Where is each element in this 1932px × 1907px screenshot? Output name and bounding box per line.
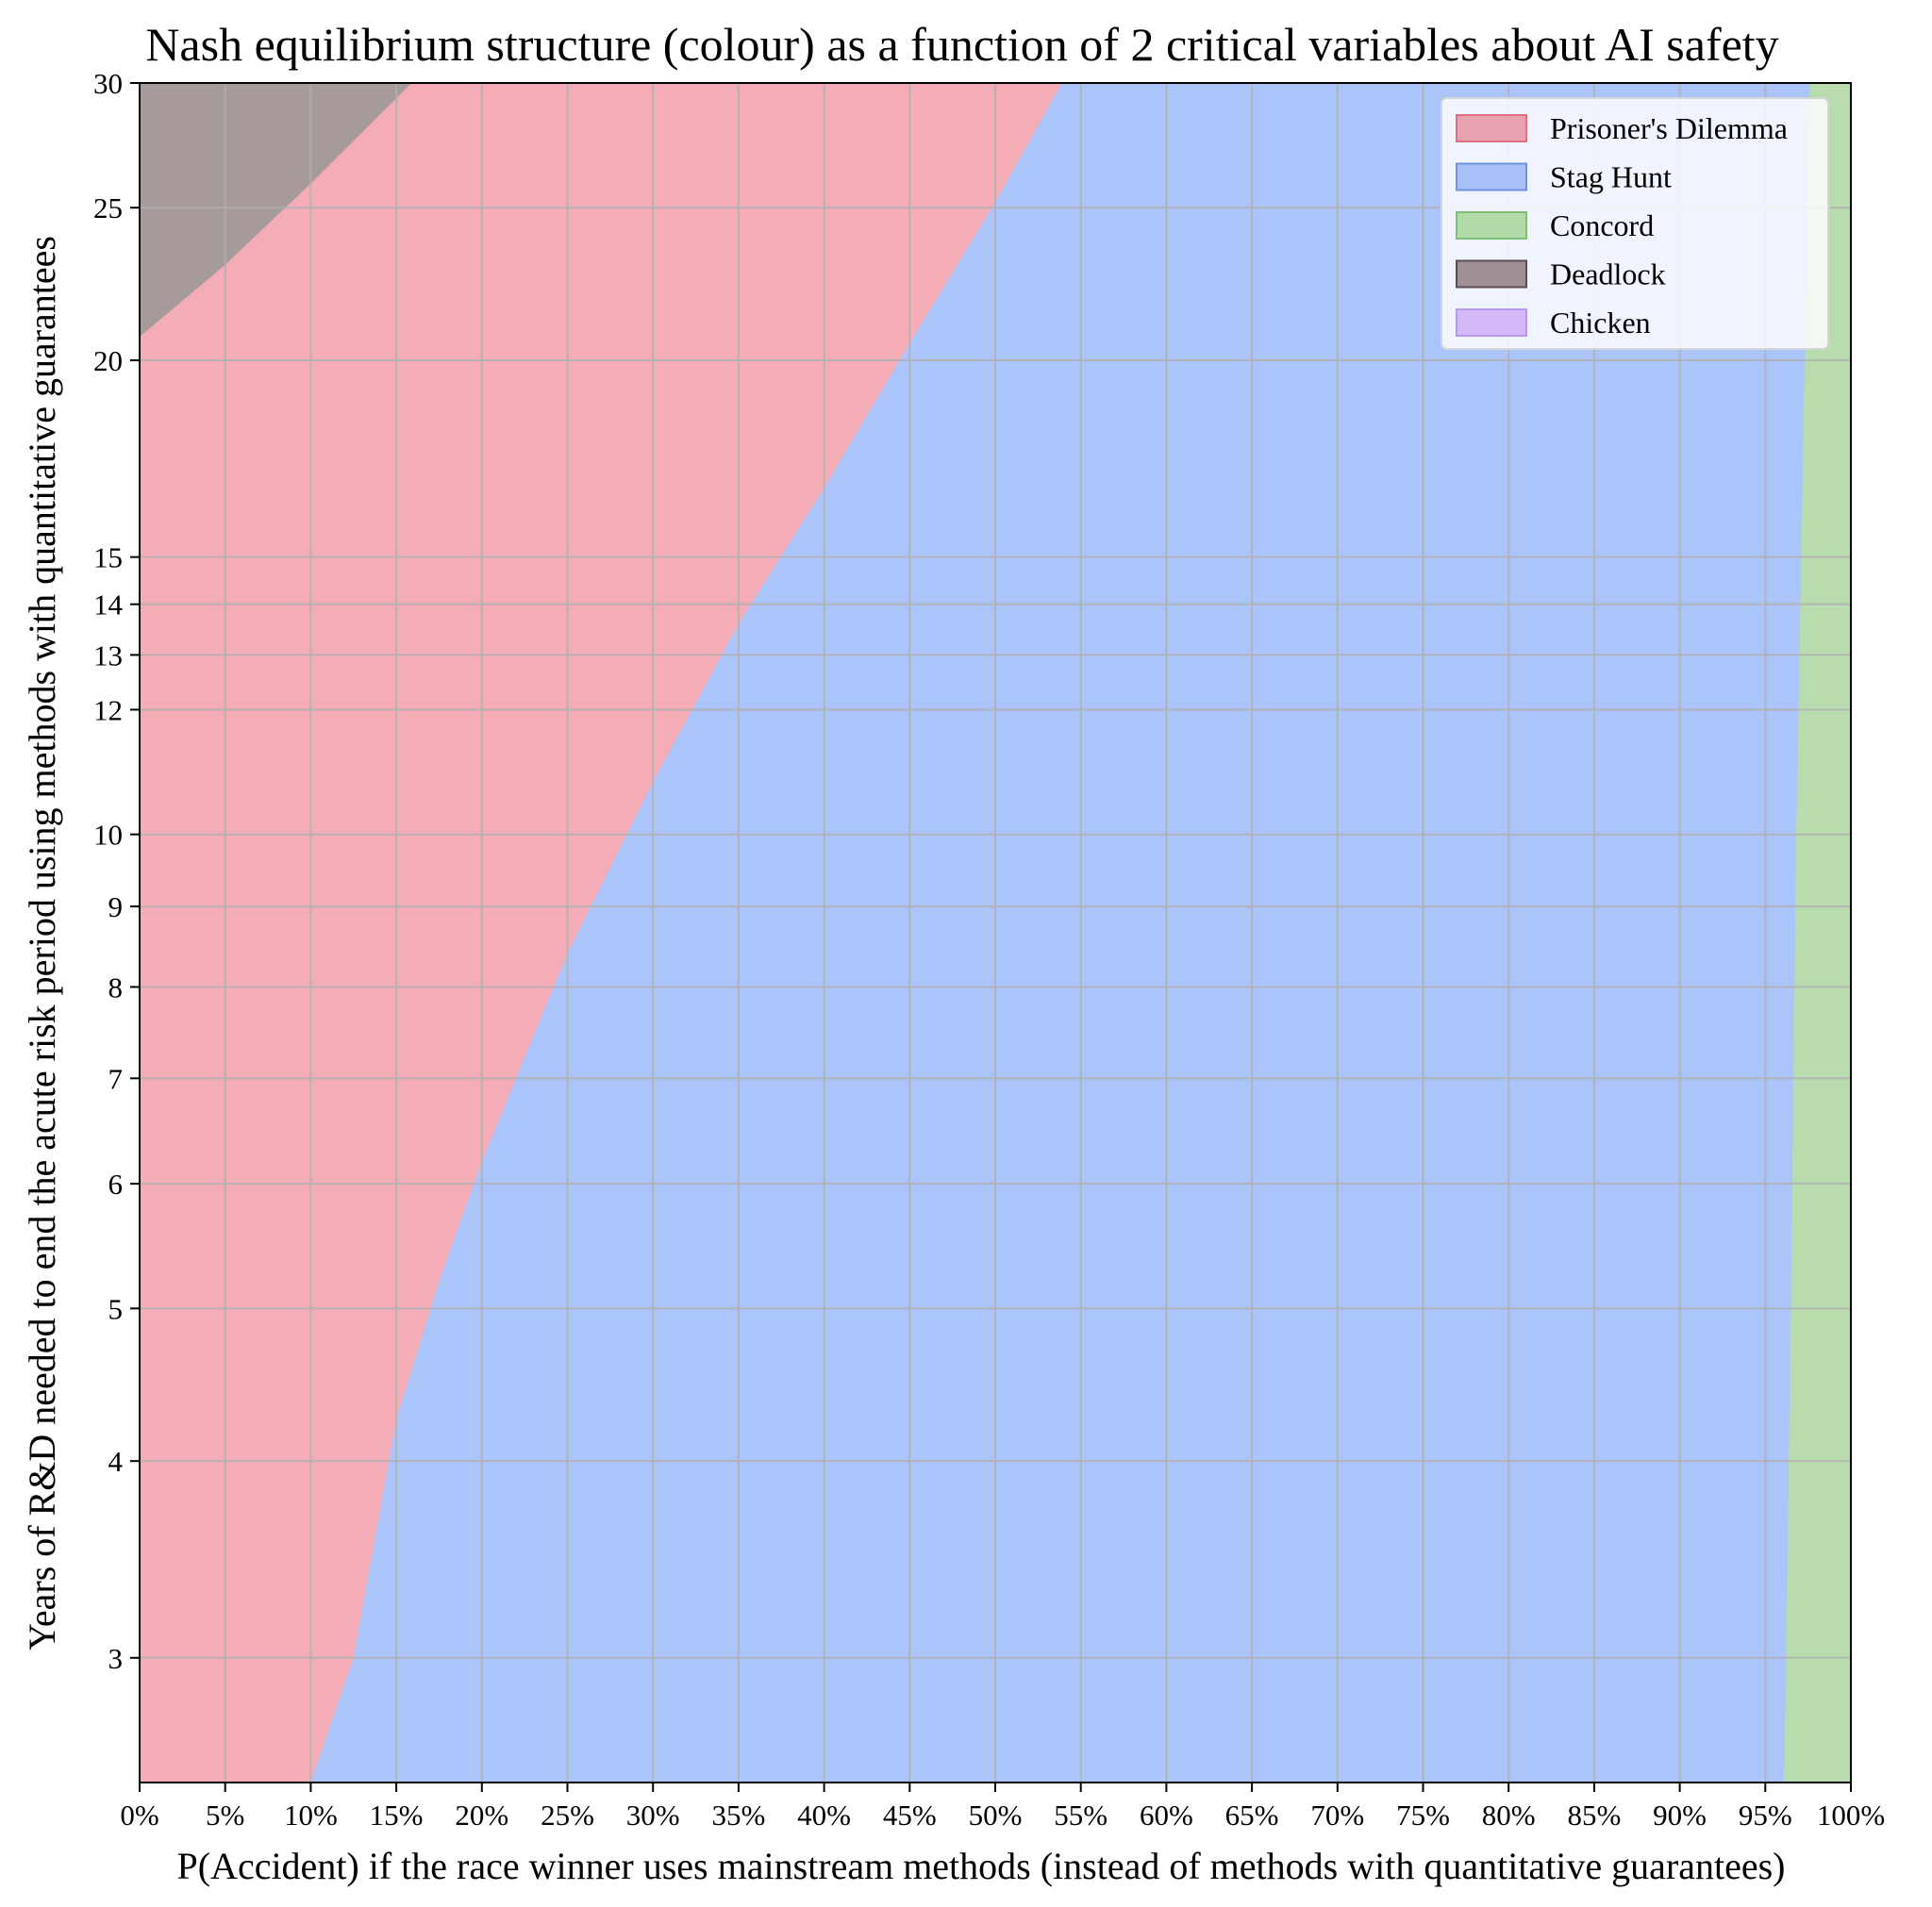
x-tick-label: 0% [120, 1799, 158, 1832]
region-prisoners-dilemma [140, 83, 1062, 1783]
legend-box [1441, 97, 1829, 350]
y-tick-label: 15 [93, 541, 123, 574]
y-tick-label: 3 [108, 1642, 124, 1675]
legend-label: Stag Hunt [1550, 160, 1672, 194]
x-tick-label: 80% [1482, 1799, 1536, 1832]
region-deadlock [140, 83, 412, 338]
x-tick-label: 70% [1310, 1799, 1364, 1832]
y-tick-label: 10 [93, 819, 123, 852]
y-tick-label: 7 [108, 1062, 124, 1095]
grid-layer [139, 82, 1852, 1783]
x-axis-label: P(Accident) if the race winner uses main… [176, 1845, 1785, 1887]
y-axis-label: Years of R&D needed to end the acute ris… [21, 236, 63, 1650]
y-tick-label: 20 [93, 344, 123, 377]
legend-swatch [1456, 308, 1527, 337]
x-tick-label: 45% [883, 1799, 937, 1832]
x-tick-label: 20% [455, 1799, 508, 1832]
x-tick-label: 55% [1054, 1799, 1108, 1832]
x-tick-label: 25% [541, 1799, 594, 1832]
y-tick-label: 13 [93, 638, 123, 672]
y-tick-label: 25 [93, 191, 123, 224]
region-concord [1784, 83, 1851, 1783]
x-tick-label: 40% [797, 1799, 851, 1832]
chart-title: Nash equilibrium structure (colour) as a… [145, 18, 1778, 71]
x-tick-label: 30% [626, 1799, 680, 1832]
y-tick-label: 4 [108, 1445, 124, 1478]
x-tick-label: 65% [1225, 1799, 1279, 1832]
legend-swatch [1456, 114, 1527, 142]
x-tick-label: 5% [206, 1799, 244, 1832]
y-tick-label: 9 [108, 890, 124, 923]
x-tick-label: 15% [370, 1799, 424, 1832]
y-tick-label: 12 [93, 693, 123, 726]
legend-label: Concord [1550, 208, 1654, 242]
legend-label: Chicken [1550, 306, 1651, 340]
y-tick-label: 14 [93, 589, 124, 622]
x-tick-label: 10% [284, 1799, 338, 1832]
x-tick-label: 90% [1653, 1799, 1707, 1832]
x-tick-label: 95% [1739, 1799, 1792, 1832]
legend-label: Prisoner's Dilemma [1550, 111, 1788, 145]
legend-label: Deadlock [1550, 257, 1666, 291]
ticks-layer: 0% 5% 10% 15% 20% 25% 30% 35% 40% 45% 50% 55% 60% 65%… [93, 67, 1885, 1832]
x-tick-label: 50% [969, 1799, 1023, 1832]
legend-swatch [1456, 211, 1527, 240]
x-tick-label: 75% [1396, 1799, 1450, 1832]
x-tick-label: 60% [1140, 1799, 1193, 1832]
x-tick-label: 35% [711, 1799, 765, 1832]
y-tick-label: 8 [108, 971, 124, 1004]
y-tick-label: 30 [93, 67, 123, 100]
x-tick-label: 100% [1817, 1799, 1885, 1832]
x-tick-label: 85% [1567, 1799, 1621, 1832]
y-tick-label: 5 [108, 1292, 124, 1325]
legend: Prisoner's Dilemma Stag Hunt Concord Deadlo… [1441, 97, 1829, 350]
legend-swatch [1456, 259, 1527, 289]
legend-swatch [1456, 162, 1527, 191]
y-tick-label: 6 [108, 1168, 124, 1201]
